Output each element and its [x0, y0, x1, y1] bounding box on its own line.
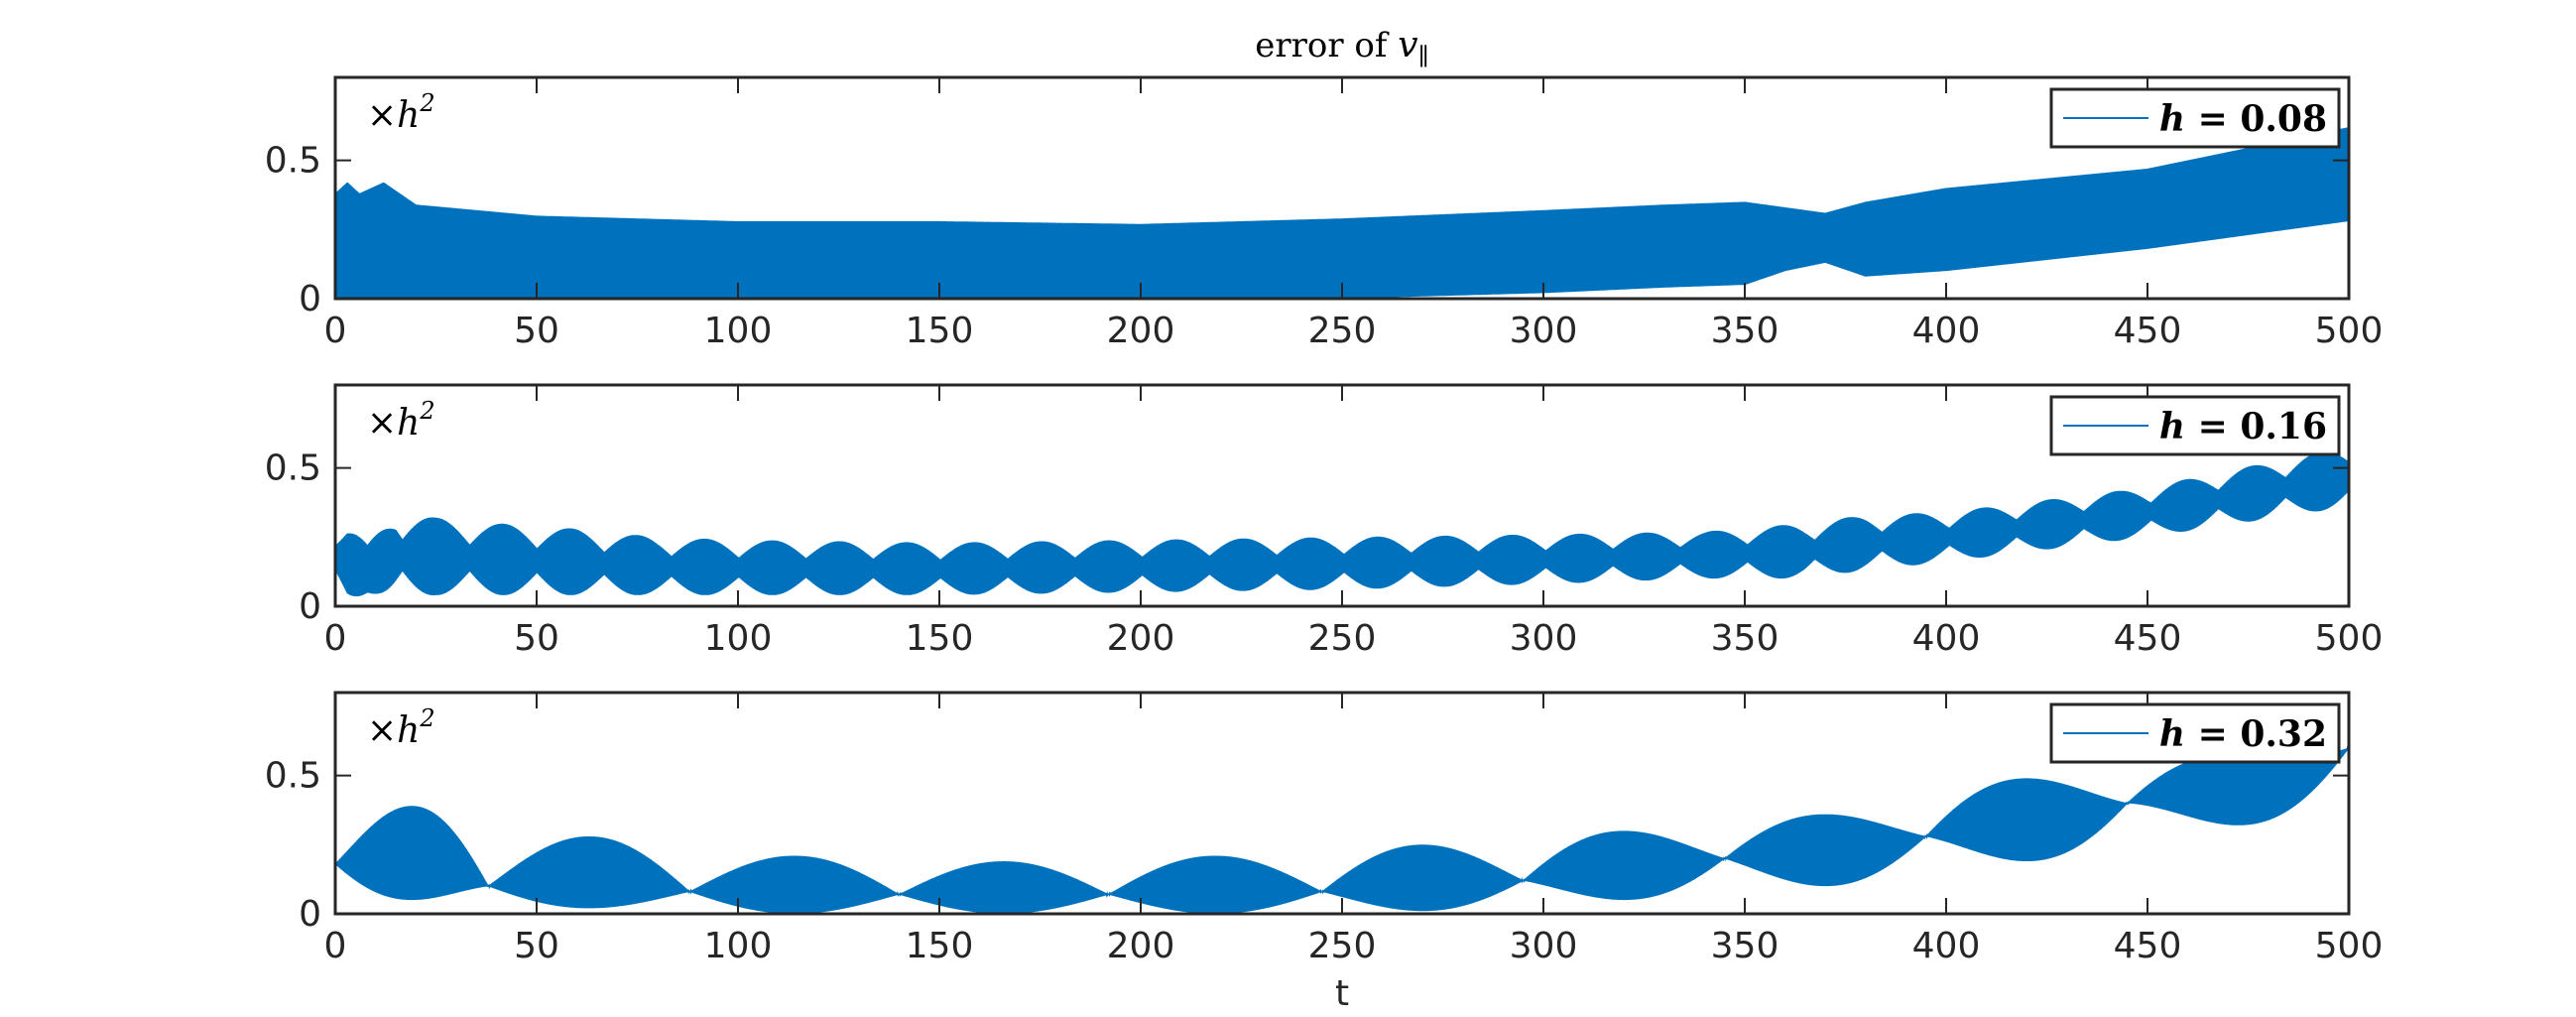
x-tick-label: 150 — [906, 926, 974, 966]
x-tick-label: 500 — [2315, 926, 2384, 966]
x-tick-label: 450 — [2114, 618, 2182, 659]
series-line — [335, 745, 2349, 914]
figure-title-sub: ∥ — [1418, 43, 1429, 70]
x-tick-label: 200 — [1107, 926, 1175, 966]
x-tick-label: 100 — [704, 618, 773, 659]
x-tick-label: 350 — [1711, 311, 1779, 351]
x-tick-label: 500 — [2315, 311, 2384, 351]
x-tick-label: 100 — [704, 926, 773, 966]
x-tick-label: 200 — [1107, 311, 1175, 351]
x-tick-label: 50 — [514, 618, 559, 659]
x-tick-label: 0 — [324, 311, 347, 351]
y-scale-annotation: ×h2 — [367, 89, 435, 136]
x-tick-label: 300 — [1510, 618, 1578, 659]
x-axis-label: t — [1335, 973, 1349, 1014]
figure-title: error of v∥ — [1255, 25, 1428, 70]
x-tick-label: 100 — [704, 311, 773, 351]
x-tick-label: 300 — [1510, 311, 1578, 351]
legend-label: h = 0.16 — [2159, 406, 2327, 447]
x-tick-label: 200 — [1107, 618, 1175, 659]
x-tick-label: 250 — [1308, 311, 1377, 351]
x-tick-label: 150 — [906, 618, 974, 659]
y-tick-label: 0 — [299, 894, 321, 935]
x-tick-label: 500 — [2315, 618, 2384, 659]
subplot-h-0.16: 0 50 100 150 200 250 300 350 400 450 500 0 0.5 ×h2 h =… — [265, 383, 2384, 659]
figure-title-var: v — [1398, 25, 1417, 65]
y-tick-label: 0 — [299, 586, 321, 627]
x-tick-label: 0 — [324, 618, 347, 659]
x-tick-label: 400 — [1912, 618, 1981, 659]
x-tick-label: 400 — [1912, 311, 1981, 351]
x-tick-label: 450 — [2114, 926, 2182, 966]
x-tick-label: 50 — [514, 926, 559, 966]
x-tick-label: 450 — [2114, 311, 2182, 351]
y-tick-label: 0 — [299, 279, 321, 319]
legend-label: h = 0.08 — [2159, 98, 2327, 140]
y-tick-label: 0.5 — [265, 756, 321, 797]
subplot-h-0.32: 0 50 100 150 200 250 300 350 400 450 500 0 0.5 ×h2 h =… — [265, 691, 2384, 966]
subplot-h-0.08: 0 50 100 150 200 250 300 350 400 450 500 0 0.5 ×h2 h =… — [265, 75, 2384, 351]
x-tick-label: 400 — [1912, 926, 1981, 966]
x-tick-label: 0 — [324, 926, 347, 966]
y-tick-label: 0.5 — [265, 141, 321, 182]
y-tick-label: 0.5 — [265, 448, 321, 489]
figure-title-main: error of — [1255, 26, 1398, 65]
x-tick-label: 50 — [514, 311, 559, 351]
series-line — [335, 127, 2349, 299]
x-tick-label: 250 — [1308, 618, 1377, 659]
x-tick-label: 300 — [1510, 926, 1578, 966]
x-tick-label: 350 — [1711, 618, 1779, 659]
y-scale-annotation: ×h2 — [367, 397, 435, 444]
x-tick-label: 350 — [1711, 926, 1779, 966]
y-scale-annotation: ×h2 — [367, 704, 435, 751]
x-tick-label: 150 — [906, 311, 974, 351]
legend — [2049, 87, 2341, 149]
x-tick-label: 250 — [1308, 926, 1377, 966]
series-line — [335, 450, 2349, 597]
legend-label: h = 0.32 — [2159, 713, 2327, 755]
